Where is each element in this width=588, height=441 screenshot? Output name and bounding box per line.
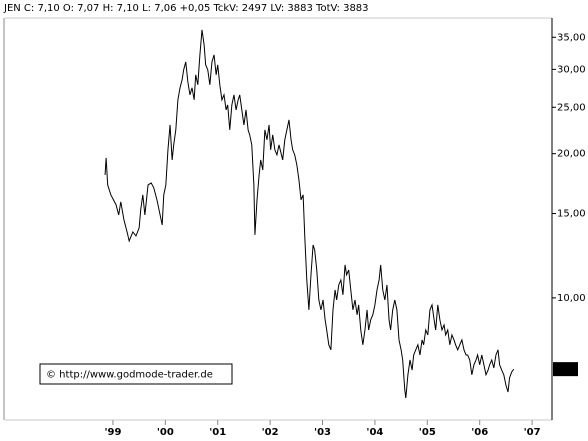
x-tick-label: '06: [471, 427, 488, 438]
x-tick-label: '01: [209, 427, 226, 438]
x-tick-label: '05: [419, 427, 436, 438]
x-tick-label: '99: [104, 427, 121, 438]
y-tick-label: 10,00: [557, 293, 586, 304]
copyright-box: [39, 363, 233, 385]
x-tick-label: '07: [524, 427, 541, 438]
x-tick-label: '00: [157, 427, 174, 438]
y-tick-label: 20,00: [557, 149, 586, 160]
header: JEN C: 7,10 O: 7,07 H: 7,10 L: 7,06 +0,0…: [3, 3, 369, 14]
x-tick-label: '02: [262, 427, 279, 438]
y-tick-label: 15,00: [557, 209, 586, 220]
last-price-box: [553, 362, 578, 377]
x-tick-label: '03: [314, 427, 331, 438]
last-price-label: 7,10: [556, 365, 578, 376]
y-tick-label: 30,00: [557, 64, 586, 75]
copyright: © http://www.godmode-trader.de: [46, 370, 213, 381]
price-line: [104, 29, 515, 399]
y-tick-label: 35,00: [557, 32, 586, 43]
y-tick-label: 25,00: [557, 102, 586, 113]
x-tick-label: '04: [366, 427, 383, 438]
